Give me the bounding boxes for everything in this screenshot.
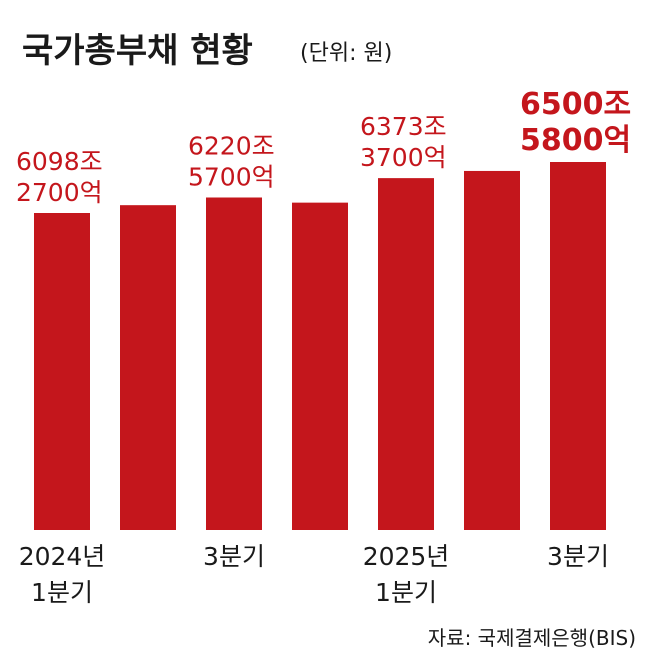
x-axis-labels: 2024년 1분기 3분기 2025년 1분기 3분기 [19, 542, 609, 607]
x-tick-label: 3분기 [547, 542, 609, 571]
data-label: 6500조 [520, 87, 631, 122]
chart-title: 국가총부채 현황 [22, 31, 253, 71]
data-label: 2700억 [16, 178, 103, 207]
bar [464, 170, 520, 531]
source-note: 자료: 국제결제은행(BIS) [428, 626, 636, 650]
data-label: 3700억 [360, 143, 447, 172]
bar [292, 202, 348, 530]
bar [120, 205, 176, 530]
bar-group [34, 162, 606, 531]
x-tick-label: 1분기 [375, 578, 437, 607]
x-tick-label: 2025년 [363, 542, 450, 571]
data-label: 5800억 [520, 123, 631, 158]
data-label: 6098조 [16, 147, 103, 176]
x-tick-label: 2024년 [19, 542, 106, 571]
x-tick-label: 3분기 [203, 542, 265, 571]
data-label: 6373조 [360, 112, 447, 141]
bar [206, 197, 262, 530]
data-label: 5700억 [188, 162, 275, 191]
bar [378, 178, 434, 530]
data-label: 6220조 [188, 131, 275, 160]
bar [550, 162, 606, 530]
chart-unit: (단위: 원) [300, 41, 392, 66]
bar [34, 213, 90, 530]
x-tick-label: 1분기 [31, 578, 93, 607]
